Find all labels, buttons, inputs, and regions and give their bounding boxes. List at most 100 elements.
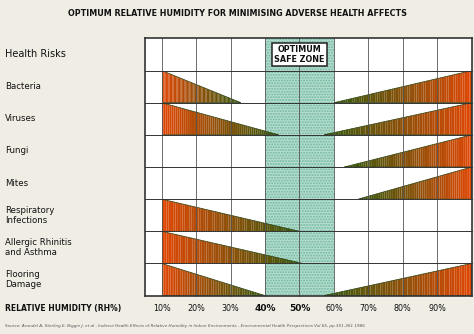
- Polygon shape: [353, 289, 356, 296]
- Polygon shape: [248, 290, 250, 296]
- Polygon shape: [193, 111, 195, 135]
- Text: 50%: 50%: [289, 304, 310, 313]
- Polygon shape: [264, 295, 265, 296]
- Polygon shape: [219, 212, 221, 231]
- Polygon shape: [380, 122, 383, 135]
- Polygon shape: [277, 258, 279, 264]
- Polygon shape: [361, 287, 363, 296]
- Polygon shape: [190, 238, 192, 264]
- Polygon shape: [172, 106, 173, 135]
- Polygon shape: [387, 90, 389, 103]
- Polygon shape: [261, 254, 263, 264]
- Polygon shape: [423, 147, 425, 167]
- Polygon shape: [426, 81, 428, 103]
- Polygon shape: [459, 138, 461, 167]
- Polygon shape: [174, 267, 175, 296]
- Polygon shape: [453, 139, 455, 167]
- Polygon shape: [178, 203, 180, 231]
- Polygon shape: [286, 260, 289, 264]
- Polygon shape: [192, 83, 193, 103]
- Polygon shape: [447, 173, 449, 199]
- Polygon shape: [362, 96, 364, 103]
- Polygon shape: [440, 142, 442, 167]
- Polygon shape: [460, 73, 463, 103]
- Polygon shape: [405, 185, 407, 199]
- Polygon shape: [250, 127, 252, 135]
- Polygon shape: [247, 126, 250, 135]
- Polygon shape: [392, 119, 395, 135]
- Polygon shape: [435, 271, 437, 296]
- Polygon shape: [324, 134, 326, 135]
- Polygon shape: [375, 93, 377, 103]
- Polygon shape: [236, 101, 237, 103]
- Polygon shape: [263, 254, 265, 264]
- Polygon shape: [368, 94, 371, 103]
- Polygon shape: [338, 292, 341, 296]
- Polygon shape: [296, 262, 298, 264]
- Polygon shape: [263, 223, 265, 231]
- Polygon shape: [442, 142, 444, 167]
- Polygon shape: [277, 134, 279, 135]
- Polygon shape: [382, 91, 384, 103]
- Polygon shape: [207, 277, 208, 296]
- Polygon shape: [398, 87, 401, 103]
- Polygon shape: [262, 295, 264, 296]
- Polygon shape: [419, 181, 420, 199]
- Polygon shape: [170, 266, 172, 296]
- Polygon shape: [199, 113, 201, 135]
- Polygon shape: [194, 207, 196, 231]
- Polygon shape: [400, 118, 402, 135]
- Polygon shape: [196, 207, 199, 231]
- Polygon shape: [178, 77, 179, 103]
- Polygon shape: [336, 102, 338, 103]
- Text: Health Risks: Health Risks: [5, 49, 65, 59]
- Polygon shape: [231, 215, 233, 231]
- Polygon shape: [219, 94, 220, 103]
- Polygon shape: [431, 145, 433, 167]
- Polygon shape: [348, 129, 351, 135]
- Polygon shape: [361, 126, 363, 135]
- Polygon shape: [455, 106, 457, 135]
- Polygon shape: [184, 80, 185, 103]
- Polygon shape: [466, 168, 468, 199]
- Polygon shape: [385, 121, 388, 135]
- Polygon shape: [242, 218, 245, 231]
- Polygon shape: [390, 120, 392, 135]
- Polygon shape: [394, 188, 396, 199]
- Polygon shape: [388, 120, 390, 135]
- Polygon shape: [216, 243, 218, 264]
- Polygon shape: [402, 278, 405, 296]
- Polygon shape: [410, 150, 412, 167]
- Polygon shape: [292, 230, 295, 231]
- Polygon shape: [169, 233, 171, 264]
- Polygon shape: [203, 209, 205, 231]
- Polygon shape: [439, 109, 442, 135]
- Polygon shape: [451, 172, 453, 199]
- Polygon shape: [185, 204, 187, 231]
- Polygon shape: [459, 105, 462, 135]
- Polygon shape: [401, 87, 403, 103]
- Polygon shape: [425, 146, 427, 167]
- Polygon shape: [410, 116, 412, 135]
- Polygon shape: [239, 249, 242, 264]
- Polygon shape: [273, 133, 275, 135]
- Polygon shape: [254, 220, 256, 231]
- Polygon shape: [253, 292, 255, 296]
- Polygon shape: [234, 123, 236, 135]
- Polygon shape: [457, 138, 459, 167]
- Polygon shape: [343, 291, 346, 296]
- Polygon shape: [200, 86, 201, 103]
- Polygon shape: [230, 247, 232, 264]
- Polygon shape: [410, 276, 412, 296]
- Polygon shape: [412, 115, 415, 135]
- Polygon shape: [453, 74, 456, 103]
- Polygon shape: [199, 208, 201, 231]
- Polygon shape: [215, 92, 216, 103]
- Polygon shape: [346, 166, 348, 167]
- Polygon shape: [267, 132, 269, 135]
- Polygon shape: [363, 287, 365, 296]
- Polygon shape: [187, 110, 189, 135]
- Polygon shape: [244, 250, 246, 264]
- Polygon shape: [188, 81, 190, 103]
- Polygon shape: [228, 121, 230, 135]
